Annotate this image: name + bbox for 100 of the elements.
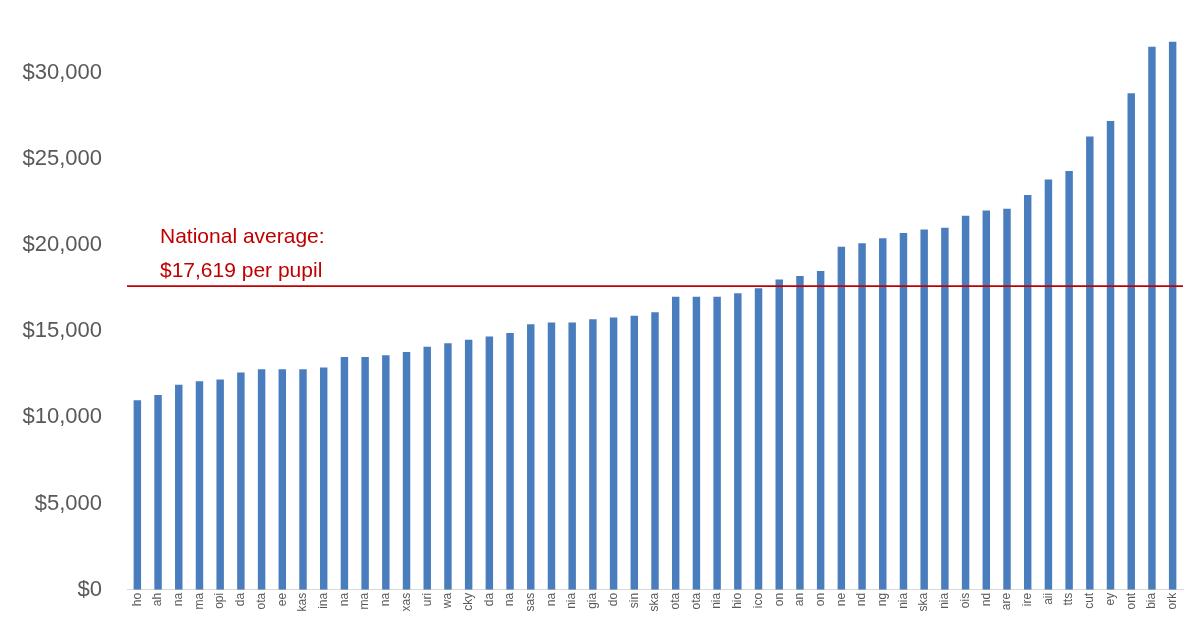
- bar: [1065, 170, 1073, 590]
- x-tick-label: aii: [1040, 592, 1055, 605]
- x-tick-label: nia: [895, 592, 910, 609]
- x-tick-label: nia: [937, 592, 952, 609]
- bar: [1106, 120, 1115, 590]
- y-tick-label: $5,000: [34, 489, 102, 515]
- bar: [423, 346, 431, 590]
- bar: [195, 381, 204, 590]
- bar: [1023, 195, 1032, 590]
- bar: [589, 319, 597, 590]
- bar: [1168, 41, 1177, 590]
- x-tick-label: tts: [1061, 592, 1076, 606]
- x-tick-label: da: [233, 592, 248, 607]
- bar: [899, 232, 908, 590]
- bar: [671, 296, 680, 590]
- x-tick-label: ico: [750, 592, 765, 609]
- x-tick-label: sas: [523, 592, 538, 612]
- x-tick-label: nd: [978, 592, 993, 607]
- bar: [278, 369, 287, 590]
- x-tick-label: wa: [440, 592, 455, 610]
- x-tick-label: ng: [875, 592, 890, 607]
- x-tick-label: na: [171, 592, 186, 607]
- bar: [547, 322, 556, 590]
- x-tick-label: na: [336, 592, 351, 607]
- x-tick-label: na: [378, 592, 393, 607]
- x-tick-label: nd: [854, 592, 869, 607]
- bar: [361, 357, 369, 590]
- bar: [299, 369, 307, 590]
- y-tick-label: $15,000: [22, 317, 102, 343]
- x-tick-label: ska: [647, 592, 662, 612]
- bar: [775, 279, 783, 590]
- x-tick-label: ey: [1102, 592, 1117, 606]
- bar: [485, 336, 494, 590]
- bar: [982, 210, 991, 590]
- bar: [920, 229, 928, 590]
- x-tick-label: opi: [212, 592, 227, 609]
- bar: [630, 315, 639, 590]
- y-tick-label: $30,000: [22, 58, 102, 84]
- x-tick-label: ne: [833, 592, 848, 607]
- x-tick-label: cut: [1082, 592, 1097, 609]
- x-tick-label: da: [481, 592, 496, 607]
- x-tick-label: xas: [398, 592, 413, 612]
- bar: [816, 270, 825, 590]
- x-tick-label: on: [812, 592, 827, 607]
- bar: [237, 372, 245, 590]
- bar: [609, 317, 618, 590]
- bar: [340, 357, 349, 590]
- x-tick-label: nia: [564, 592, 579, 609]
- bar: [734, 293, 742, 590]
- bar: [444, 343, 452, 590]
- x-tick-label: na: [543, 592, 558, 607]
- bar: [879, 238, 887, 590]
- bar: [506, 332, 514, 590]
- bar: [1127, 93, 1135, 590]
- bar: [1086, 136, 1094, 590]
- bar: [858, 243, 866, 590]
- x-tick-label: ma: [191, 592, 206, 610]
- y-tick-label: $0: [77, 575, 102, 601]
- x-tick-label: ois: [957, 592, 972, 609]
- x-tick-label: hio: [730, 592, 745, 609]
- x-tick-label: gia: [585, 592, 600, 609]
- bar: [941, 227, 949, 590]
- bar: [257, 369, 266, 590]
- x-tick-label: ota: [253, 592, 268, 610]
- bar: [154, 395, 162, 590]
- bar: [961, 215, 970, 590]
- bar: [692, 296, 701, 590]
- x-tick-label: ee: [274, 592, 289, 607]
- bar: [402, 351, 411, 590]
- bar: [837, 246, 846, 590]
- bar: [175, 384, 183, 590]
- x-tick-label: bia: [1144, 592, 1159, 609]
- bar: [382, 355, 390, 590]
- bar: [796, 276, 804, 590]
- ref-line-label: National average: $17,619 per pupil: [160, 224, 325, 282]
- bar: [133, 400, 142, 590]
- bar: [651, 312, 659, 590]
- x-tick-label: ota: [668, 592, 683, 610]
- bar: [1148, 46, 1156, 590]
- x-tick-label: an: [792, 592, 807, 607]
- x-tick-label: are: [999, 592, 1014, 611]
- x-tick-label: ont: [1123, 592, 1138, 610]
- x-tick-label: ma: [357, 592, 372, 610]
- x-tick-label: ota: [688, 592, 703, 610]
- y-tick-label: $20,000: [22, 231, 102, 257]
- bar: [216, 379, 224, 590]
- bar: [1044, 179, 1053, 590]
- bar: [713, 296, 721, 590]
- x-tick-label: na: [502, 592, 517, 607]
- x-tick-label: cky: [460, 592, 475, 611]
- x-tick-label: ah: [150, 592, 165, 607]
- x-tick-label: ina: [316, 592, 331, 609]
- x-tick-label: ire: [1020, 592, 1035, 607]
- x-tick-label: ho: [129, 592, 144, 607]
- x-tick-label: ork: [1164, 591, 1179, 610]
- y-tick-label: $10,000: [22, 403, 102, 429]
- bar: [1003, 208, 1011, 590]
- bar: [754, 288, 763, 590]
- x-tick-label: nia: [709, 592, 724, 609]
- x-tick-label: on: [771, 592, 786, 607]
